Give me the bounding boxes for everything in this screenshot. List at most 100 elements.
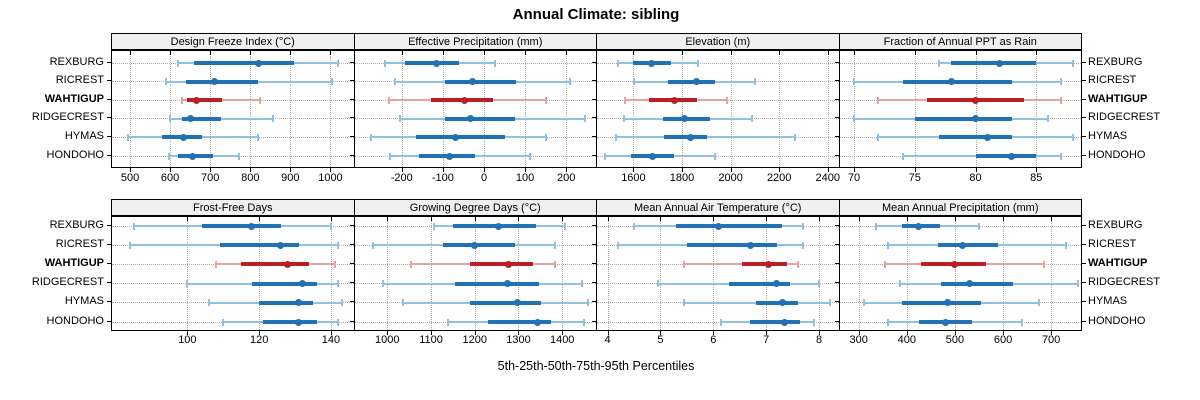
iqr-bar-25th-75th bbox=[902, 300, 982, 305]
whisker-cap-5th bbox=[877, 96, 880, 104]
station-label-right-rexburg: REXBURG bbox=[1088, 218, 1143, 231]
iqr-bar-25th-75th bbox=[186, 79, 259, 84]
whisker-cap-95th bbox=[697, 59, 700, 67]
panel-growing-degree-days-c bbox=[353, 216, 597, 331]
axis-tick-bottom bbox=[1036, 168, 1038, 172]
gridline-vertical bbox=[330, 217, 332, 330]
panel-frost-free-days bbox=[111, 216, 355, 331]
station-label-left-hondoho: HONDOHO bbox=[46, 314, 104, 327]
median-dot bbox=[670, 96, 678, 104]
row-tick-left bbox=[349, 320, 354, 322]
whisker-cap-5th bbox=[165, 78, 168, 86]
iqr-bar-25th-75th bbox=[729, 281, 790, 286]
whisker-cap-95th bbox=[977, 222, 980, 230]
whisker-cap-5th bbox=[181, 96, 184, 104]
axis-tick-bottom bbox=[259, 331, 261, 335]
axis-tick-bottom bbox=[562, 331, 564, 335]
axis-tick-label: 700 bbox=[201, 172, 220, 184]
axis-tick-label: 75 bbox=[908, 172, 921, 184]
median-dot bbox=[746, 241, 754, 249]
axis-tick-top bbox=[858, 217, 860, 221]
iqr-bar-25th-75th bbox=[914, 116, 1012, 121]
whisker-cap-5th bbox=[623, 96, 626, 104]
row-tick-left bbox=[592, 135, 596, 137]
gridline-vertical bbox=[330, 51, 332, 167]
median-dot bbox=[680, 115, 688, 123]
axis-tick-label: 7 bbox=[763, 334, 770, 346]
row-tick-left bbox=[834, 154, 839, 156]
axis-tick-top bbox=[1003, 217, 1005, 221]
panel-header-fraction-of-annual-ppt-as-rain: Fraction of Annual PPT as Rain bbox=[838, 33, 1082, 50]
median-dot bbox=[433, 59, 441, 67]
whisker-cap-95th bbox=[1047, 115, 1050, 123]
whisker-cap-95th bbox=[1071, 133, 1074, 141]
row-tick-left bbox=[349, 262, 354, 264]
gridline-vertical bbox=[525, 51, 527, 167]
whisker-cap-95th bbox=[1059, 78, 1062, 86]
median-dot bbox=[649, 152, 657, 160]
whisker-cap-5th bbox=[622, 115, 625, 123]
row-tick-right bbox=[1082, 301, 1086, 303]
axis-tick-bottom bbox=[819, 331, 820, 335]
gridline-vertical bbox=[170, 51, 172, 167]
axis-tick-bottom bbox=[713, 331, 715, 335]
axis-tick-top bbox=[562, 217, 564, 221]
axis-tick-bottom bbox=[330, 168, 332, 172]
whisker-cap-95th bbox=[553, 241, 556, 249]
axis-tick-bottom bbox=[914, 168, 916, 172]
whisker-cap-5th bbox=[394, 78, 397, 86]
whisker-cap-5th bbox=[720, 318, 723, 326]
row-tick-left bbox=[834, 135, 839, 137]
gridline-vertical bbox=[259, 217, 261, 330]
station-label-right-hymas: HYMAS bbox=[1088, 129, 1128, 142]
gridline-vertical bbox=[130, 51, 132, 167]
iqr-bar-25th-75th bbox=[742, 262, 788, 267]
iqr-bar-25th-75th bbox=[975, 154, 1037, 158]
whisker-cap-95th bbox=[259, 96, 262, 104]
row-tick-right bbox=[1082, 262, 1086, 264]
iqr-bar-25th-75th bbox=[443, 243, 515, 248]
row-tick-left bbox=[107, 80, 111, 82]
station-label-right-wahtigup: WAHTIGUP bbox=[1088, 92, 1148, 105]
whisker-cap-5th bbox=[177, 59, 180, 67]
axis-tick-label: 300 bbox=[849, 334, 868, 346]
axis-tick-top bbox=[1036, 51, 1038, 55]
station-label-right-wahtigup: WAHTIGUP bbox=[1088, 256, 1148, 269]
whisker-cap-95th bbox=[545, 133, 548, 141]
whisker-cap-5th bbox=[381, 280, 384, 288]
row-tick-right bbox=[1082, 243, 1086, 245]
median-dot bbox=[692, 78, 700, 86]
median-dot bbox=[947, 78, 955, 86]
axis-tick-top bbox=[170, 51, 172, 55]
row-tick-right bbox=[1082, 117, 1086, 119]
iqr-bar-25th-75th bbox=[251, 281, 317, 286]
axis-tick-label: 500 bbox=[945, 334, 965, 346]
median-dot bbox=[944, 299, 952, 307]
row-tick-left bbox=[592, 61, 596, 63]
axis-tick-bottom bbox=[442, 168, 444, 172]
row-tick-left bbox=[834, 320, 839, 322]
station-label-right-ridgecrest: RIDGECREST bbox=[1088, 276, 1161, 289]
axis-tick-top bbox=[442, 51, 444, 55]
gridline-vertical bbox=[484, 51, 485, 167]
whisker-cap-5th bbox=[886, 318, 889, 326]
whisker-cap-5th bbox=[167, 152, 170, 160]
axis-tick-top bbox=[187, 217, 189, 221]
whisker-cap-5th bbox=[222, 318, 225, 326]
median-dot bbox=[284, 260, 292, 268]
median-dot bbox=[460, 96, 468, 104]
whisker-cap-5th bbox=[884, 260, 887, 268]
gridline-vertical bbox=[431, 217, 433, 330]
row-tick-left bbox=[349, 135, 354, 137]
row-tick-right bbox=[1082, 135, 1086, 137]
station-label-left-ricrest: RICREST bbox=[55, 237, 104, 250]
axis-tick-top bbox=[906, 217, 908, 221]
row-tick-left bbox=[834, 262, 839, 264]
whisker-cap-95th bbox=[1038, 299, 1041, 307]
iqr-bar-25th-75th bbox=[201, 224, 281, 228]
median-dot bbox=[295, 318, 303, 326]
median-dot bbox=[187, 115, 195, 123]
whisker-cap-5th bbox=[683, 299, 686, 307]
panel-header-mean-annual-air-temperature-c: Mean Annual Air Temperature (°C) bbox=[596, 199, 840, 216]
